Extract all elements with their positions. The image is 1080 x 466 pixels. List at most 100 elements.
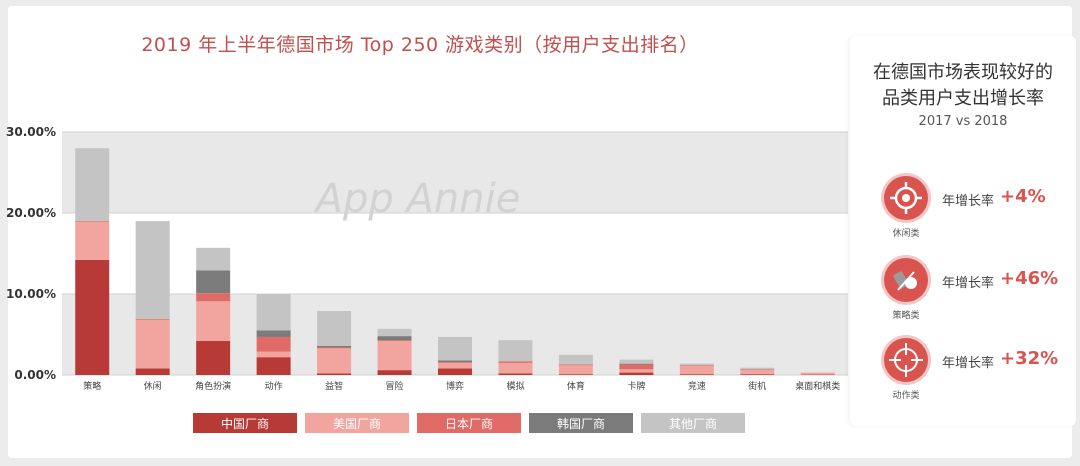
- bar-segment: [498, 373, 533, 375]
- bar-segment: [377, 340, 412, 371]
- bar-segment: [256, 294, 291, 331]
- x-tick-label: 竞速: [688, 380, 706, 392]
- bar-segment: [256, 351, 291, 358]
- bar-segment: [619, 364, 654, 370]
- metric-label: 年增长率: [942, 194, 995, 209]
- bar-segment: [740, 369, 775, 371]
- bar-segment: [256, 330, 291, 337]
- bar-segment: [438, 362, 472, 369]
- metric-category: 策略类: [892, 311, 920, 321]
- bar-segment: [619, 372, 654, 375]
- metric-value: +32%: [1000, 348, 1059, 369]
- bar-segment: [679, 366, 714, 375]
- chart-title: 2019 年上半年德国市场 Top 250 游戏类别（按用户支出排名）: [141, 34, 699, 56]
- y-tick-label: 0.00%: [14, 368, 56, 382]
- bar-segment: [740, 367, 775, 370]
- bar-segment: [498, 362, 533, 374]
- metric-label: 年增长率: [942, 276, 995, 291]
- y-tick-label: 10.00%: [6, 287, 56, 301]
- bar-segment: [317, 348, 352, 374]
- legend-item-korea: 韩国厂商: [529, 413, 633, 433]
- metric-value: +46%: [1000, 268, 1059, 289]
- bar-segment: [679, 374, 714, 375]
- bar-segment: [75, 221, 110, 260]
- x-tick-label: 模拟: [506, 380, 524, 392]
- bar-segment: [558, 374, 593, 375]
- bar-segment: [135, 221, 170, 320]
- metric-action: 动作类 年增长率 +32%: [882, 338, 1072, 402]
- bar-segment: [135, 368, 170, 375]
- bar-segment: [438, 362, 472, 363]
- bar-segment: [438, 360, 472, 363]
- metric-casual: 休闲类 年增长率 +4%: [882, 176, 1072, 240]
- bar-segment: [75, 148, 110, 222]
- action-icon: [884, 338, 928, 382]
- metric-category: 动作类: [892, 391, 920, 401]
- bar-segment: [377, 336, 412, 341]
- bar-segment: [377, 328, 412, 337]
- growth-panel: 在德国市场表现较好的 品类用户支出增长率 2017 vs 2018 休闲类 年增…: [850, 36, 1076, 426]
- bar-segment: [740, 370, 775, 375]
- bar-segment: [438, 336, 472, 361]
- bar-segment: [679, 363, 714, 366]
- bar-segment: [135, 319, 170, 369]
- bar-segment: [498, 340, 533, 362]
- bar-segment: [800, 372, 835, 375]
- x-tick-label: 益智: [325, 380, 343, 392]
- bar-segment: [196, 293, 231, 302]
- x-tick-label: 角色扮演: [195, 380, 231, 392]
- metric-label: 年增长率: [942, 356, 995, 371]
- y-tick-label: 30.00%: [6, 125, 56, 139]
- x-tick-label: 策略: [83, 380, 101, 392]
- stacked-bar-chart: 0.00% 10.00% 20.00% 30.00% App Annie 策略 休闲 角色扮演…: [6, 125, 848, 392]
- bar-segment: [438, 368, 472, 375]
- legend-item-japan: 日本厂商: [417, 413, 521, 433]
- growth-panel-title-line2: 品类用户支出增长率: [882, 88, 1044, 109]
- growth-panel-title: 在德国市场表现较好的 品类用户支出增长率: [850, 60, 1076, 112]
- x-tick-label: 休闲: [144, 380, 162, 392]
- growth-panel-subtitle: 2017 vs 2018: [918, 114, 1008, 129]
- bar-segment: [256, 336, 291, 352]
- x-tick-label: 博弈: [446, 380, 464, 392]
- legend-item-china: 中国厂商: [193, 413, 297, 433]
- bar-segment: [619, 369, 654, 373]
- bar-segment: [75, 259, 110, 375]
- bar-segment: [135, 319, 170, 320]
- metric-strategy: 策略类 年增长率 +46%: [882, 258, 1072, 322]
- x-tick-label: 体育: [567, 380, 585, 392]
- growth-panel-title-line1: 在德国市场表现较好的: [873, 62, 1053, 83]
- bar-segment: [558, 365, 593, 375]
- bar-segment: [317, 311, 352, 346]
- legend-item-other: 其他厂商: [641, 413, 745, 433]
- strategy-icon: [884, 258, 928, 302]
- bar-segment: [377, 340, 412, 341]
- bar-segment: [498, 361, 533, 363]
- bar-segment: [317, 345, 352, 348]
- bar-segment: [558, 354, 593, 365]
- bar-segment: [196, 340, 231, 375]
- bar-segment: [619, 363, 654, 365]
- y-tick-label: 20.00%: [6, 206, 56, 220]
- x-tick-label: 街机: [748, 380, 766, 392]
- bar-segment: [196, 247, 231, 271]
- bar-segment: [679, 365, 714, 367]
- plot-band: [62, 132, 848, 213]
- watermark: App Annie: [313, 176, 521, 222]
- bar-segment: [558, 364, 593, 366]
- bar-segment: [377, 370, 412, 375]
- x-tick-label: 桌面和棋类: [795, 380, 840, 392]
- chart-legend: 中国厂商 美国厂商 日本厂商 韩国厂商 其他厂商: [193, 413, 745, 433]
- metric-value: +4%: [1000, 186, 1046, 207]
- bar-segment: [196, 301, 231, 341]
- bar-segment: [75, 221, 110, 222]
- bar-segment: [196, 270, 231, 294]
- bar-segment: [317, 373, 352, 375]
- casual-icon: [884, 176, 928, 220]
- x-tick-label: 卡牌: [627, 380, 645, 392]
- bar-segment: [256, 357, 291, 375]
- bar-segment: [619, 359, 654, 364]
- x-tick-label: 动作: [265, 380, 283, 392]
- x-tick-label: 冒险: [386, 380, 404, 392]
- bar-segment: [317, 347, 352, 349]
- legend-item-us: 美国厂商: [305, 413, 409, 433]
